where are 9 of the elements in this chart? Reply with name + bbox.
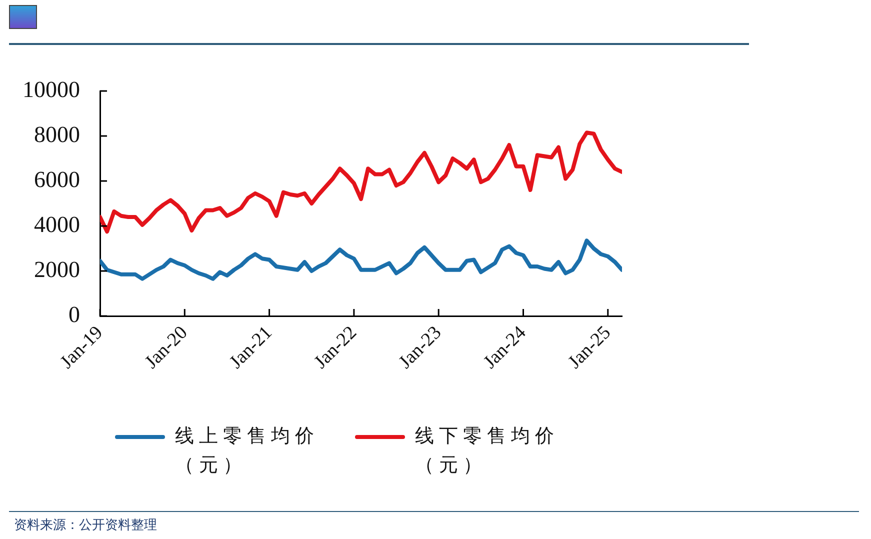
y-tick-label: 0 xyxy=(68,302,80,328)
legend-label: 线下零售均价（元） xyxy=(415,424,560,478)
y-tick-label: 10000 xyxy=(22,77,80,102)
legend-label: 线上零售均价（元） xyxy=(175,424,320,478)
y-tick-label: 2000 xyxy=(34,257,80,282)
y-tick-label: 6000 xyxy=(34,167,80,192)
text: 资料来源：公开资料整理 xyxy=(14,517,157,534)
y-tick-label: 8000 xyxy=(34,122,80,148)
y-tick-label: 4000 xyxy=(34,212,80,238)
